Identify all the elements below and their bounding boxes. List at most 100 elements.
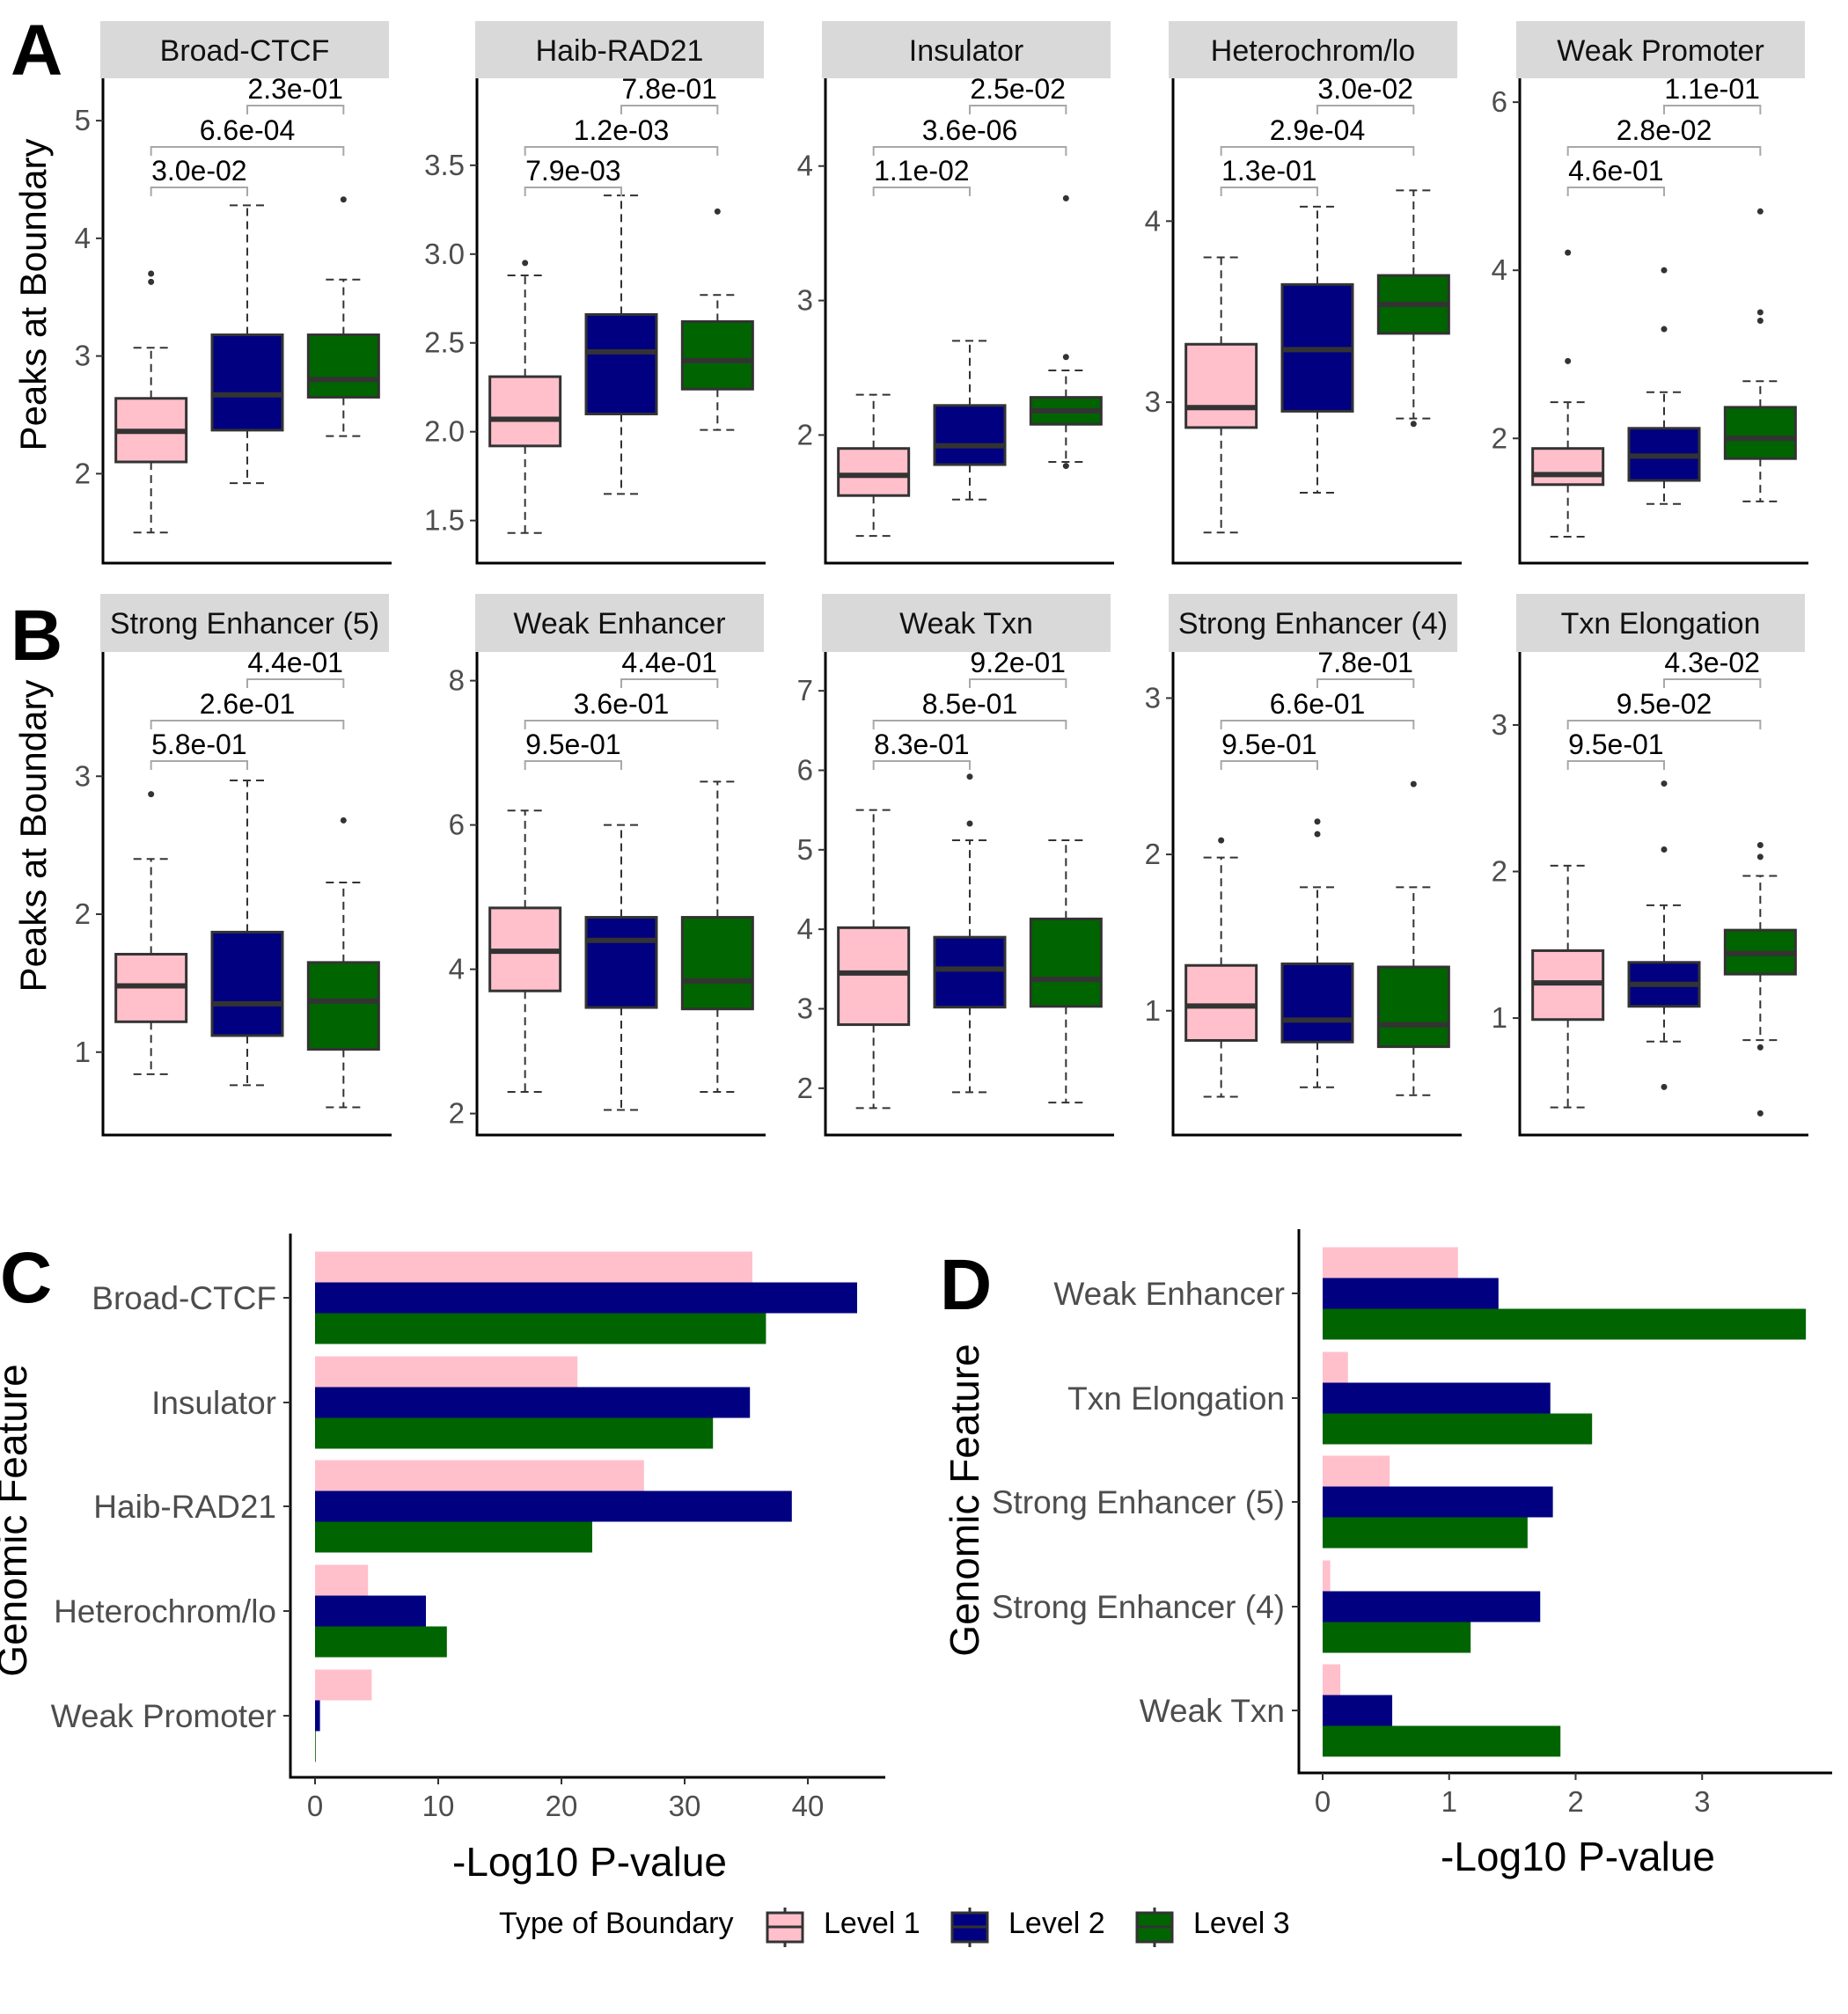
box-level-2 <box>933 773 1007 1094</box>
pvalue-bracket-1: 1.3e-01 <box>1220 155 1318 196</box>
legend-label-level-1: Level 1 <box>824 1907 920 1940</box>
x-tick-label: 0 <box>1315 1785 1331 1818</box>
facet-4: Strong Enhancer (4) 1 2 3 9.5e-01 6.6e-01 7.8e… <box>1145 594 1462 1137</box>
outlier-point <box>1062 354 1069 361</box>
outlier-point <box>966 820 973 827</box>
pvalue-bracket-3: 9.2e-01 <box>969 647 1067 688</box>
pvalue-label: 8.5e-01 <box>922 688 1018 720</box>
y-tick-label: 4 <box>797 912 813 945</box>
outlier-point <box>340 196 347 203</box>
y-tick-label: 4 <box>1145 204 1161 237</box>
box-level-1 <box>1184 837 1258 1098</box>
bar-level-1 <box>1323 1664 1341 1695</box>
box-iqr <box>1280 962 1354 1044</box>
box-level-2 <box>584 824 658 1111</box>
facet-strip <box>1169 594 1457 652</box>
pvalue-label: 2.8e-02 <box>1617 114 1712 146</box>
facet-3: Weak Txn 2 3 4 5 6 7 8.3e-01 8.5e-01 9.2e-01 <box>797 594 1114 1137</box>
box-iqr <box>933 935 1007 1009</box>
y-tick-label: 6 <box>1492 85 1507 118</box>
bracket-line <box>1220 146 1415 156</box>
pvalue-label: 2.3e-01 <box>247 73 343 105</box>
outlier-point <box>966 773 973 780</box>
outlier-point <box>522 260 529 267</box>
pvalue-bracket-3: 7.8e-01 <box>1316 647 1415 688</box>
pvalue-label: 9.5e-01 <box>1221 729 1317 760</box>
legend-label-level-2: Level 2 <box>1008 1907 1105 1940</box>
pvalue-bracket-2: 8.5e-01 <box>872 688 1067 729</box>
legend-label-level-3: Level 3 <box>1193 1907 1290 1940</box>
y-tick-label: 2.0 <box>424 415 465 448</box>
outlier-point <box>1410 421 1417 428</box>
facet-5: Txn Elongation 1 2 3 9.5e-01 9.5e-02 4.3e-02 <box>1492 594 1808 1137</box>
pvalue-label: 4.6e-01 <box>1568 155 1664 187</box>
pvalue-label: 9.2e-01 <box>970 647 1066 678</box>
facet-title: Heterochrom/lo <box>1211 34 1415 68</box>
facet-strip <box>1516 594 1805 652</box>
bracket-line <box>620 678 719 688</box>
bracket-line <box>1316 678 1415 688</box>
facet-strip <box>822 594 1111 652</box>
y-tick-label: 6 <box>449 809 465 841</box>
box-level-1 <box>114 791 188 1075</box>
outlier-point <box>1218 837 1225 844</box>
bracket-line <box>872 187 971 196</box>
pvalue-bracket-3: 1.1e-01 <box>1663 73 1762 114</box>
pvalue-label: 5.8e-01 <box>151 729 247 760</box>
category-label: Haib-RAD21 <box>93 1489 276 1525</box>
y-tick-label: 4 <box>797 150 813 182</box>
bar-level-3 <box>315 1626 447 1658</box>
pvalue-label: 6.6e-04 <box>200 114 296 146</box>
pvalue-label: 3.6e-06 <box>922 114 1018 146</box>
panel-c-xlabel: -Log10 P-value <box>452 1839 727 1885</box>
pvalue-label: 1.2e-03 <box>574 114 670 146</box>
facet-strip <box>1516 21 1805 78</box>
outlier-point <box>1756 842 1764 849</box>
y-tick-label: 2 <box>797 1072 813 1104</box>
outlier-point <box>1756 318 1764 324</box>
bar-level-2 <box>1323 1695 1393 1726</box>
pvalue-label: 2.6e-01 <box>200 688 296 720</box>
outlier-point <box>148 278 155 285</box>
y-tick-label: 3.5 <box>424 149 465 181</box>
panel-d-barchart: Weak Enhancer Txn Elongation Strong Enhanc… <box>992 1229 1832 1818</box>
pvalue-bracket-2: 9.5e-02 <box>1566 688 1762 729</box>
outlier-point <box>1410 780 1417 787</box>
facet-2: Weak Enhancer 2 4 6 8 9.5e-01 3.6e-01 4.4e-01 <box>449 594 766 1137</box>
facet-strip <box>1169 21 1457 78</box>
box-iqr <box>1029 917 1103 1008</box>
box-iqr <box>837 447 911 497</box>
box-iqr <box>1531 447 1605 487</box>
outlier-point <box>1756 309 1764 316</box>
pvalue-bracket-1: 3.0e-02 <box>150 155 248 196</box>
pvalue-bracket-2: 3.6e-06 <box>872 114 1067 156</box>
box-level-3 <box>680 208 754 431</box>
box-iqr <box>210 333 284 432</box>
facet-1: Strong Enhancer (5) 1 2 3 5.8e-01 2.6e-01 4.4e… <box>75 594 392 1137</box>
pvalue-label: 2.9e-04 <box>1270 114 1366 146</box>
box-level-1 <box>1531 864 1605 1109</box>
bracket-line <box>150 720 345 729</box>
pvalue-label: 2.5e-02 <box>970 73 1066 105</box>
outlier-point <box>340 817 347 824</box>
box-level-2 <box>1627 267 1701 505</box>
outlier-point <box>1062 463 1069 470</box>
box-level-3 <box>680 780 754 1093</box>
y-tick-label: 3.0 <box>424 238 465 270</box>
pvalue-label: 7.8e-01 <box>1317 647 1413 678</box>
bracket-line <box>1566 187 1665 196</box>
y-tick-label: 2 <box>1492 421 1507 454</box>
box-iqr <box>306 333 380 399</box>
outlier-point <box>1661 846 1668 853</box>
category-label: Txn Elongation <box>1067 1381 1285 1417</box>
y-tick-label: 4 <box>1492 253 1507 286</box>
box-level-3 <box>1029 839 1103 1104</box>
pvalue-label: 9.5e-01 <box>525 729 621 760</box>
y-tick-label: 3 <box>1145 681 1161 714</box>
box-level-1 <box>837 393 911 538</box>
bracket-line <box>620 105 719 114</box>
legend-key-level-3 <box>1135 1908 1174 1947</box>
box-iqr <box>837 926 911 1027</box>
y-tick-label: 1 <box>1145 994 1161 1027</box>
x-tick-label: 30 <box>669 1790 701 1822</box>
